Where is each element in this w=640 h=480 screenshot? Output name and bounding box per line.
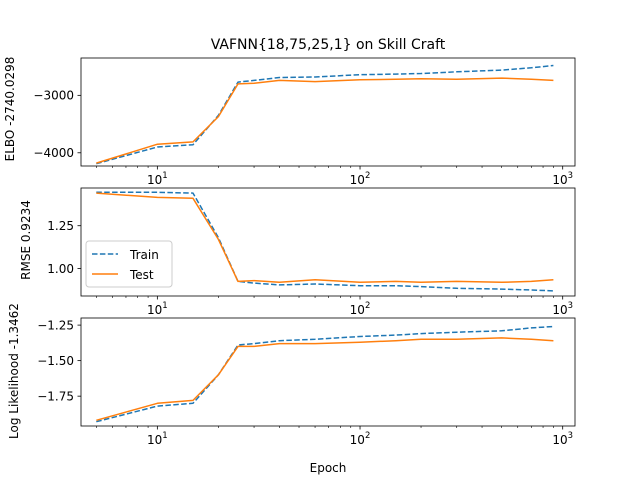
x-tick-exponent: 1 [162,301,167,311]
axes-top: 101 102 103−3000−4000 [33,57,576,187]
x-tick-base: 10 [350,303,365,317]
x-tick-label-top: 101 [147,171,168,187]
y-tick-label-middle: 1.00 [47,262,74,276]
chart-title: VAFNN{18,75,25,1} on Skill Craft [211,37,446,53]
ylabel-top: ELBO -2740.0298 [3,57,17,162]
x-tick-label-middle: 101 [147,301,168,317]
series-line-test-bottom [96,337,554,422]
y-tick-label-top: −4000 [33,146,74,160]
y-tick-label-bottom: −1.50 [37,354,74,368]
x-tick-label-bottom: 103 [552,431,573,447]
axes-frame-top [80,57,576,167]
x-tick-exponent: 3 [568,301,573,311]
legend-label-train: Train [129,248,159,262]
series-line-train-middle [96,191,554,292]
axes-bottom: 101 102 103−1.25−1.50−1.75 [37,317,576,447]
plot-area-middle [96,191,554,292]
x-tick-exponent: 1 [162,171,167,181]
x-tick-label-middle: 102 [350,301,371,317]
x-tick-base: 10 [552,433,567,447]
x-tick-label-middle: 103 [552,301,573,317]
x-tick-exponent: 1 [162,431,167,441]
x-tick-label-bottom: 101 [147,431,168,447]
x-tick-exponent: 2 [365,171,370,181]
panel-bottom: 101 102 103−1.25−1.50−1.75 Log Likelihood … [7,303,576,447]
x-tick-label-top: 103 [552,171,573,187]
x-tick-base: 10 [350,173,365,187]
x-tick-exponent: 3 [568,171,573,181]
x-tick-base: 10 [350,433,365,447]
series-line-test-middle [96,192,554,284]
y-tick-label-middle: 1.25 [47,219,74,233]
axes-frame-bottom [80,317,576,427]
xlabel: Epoch [310,461,347,475]
plot-area-bottom [96,325,554,423]
x-tick-label-bottom: 102 [350,431,371,447]
ylabel-bottom: Log Likelihood -1.3462 [7,303,21,439]
x-tick-exponent: 3 [568,431,573,441]
y-tick-label-bottom: −1.25 [37,318,74,332]
y-tick-label-bottom: −1.75 [37,389,74,403]
series-line-train-top [96,64,554,165]
x-tick-base: 10 [147,433,162,447]
legend-frame [85,240,173,288]
plot-area-top [96,64,554,165]
x-tick-exponent: 2 [365,301,370,311]
x-tick-label-top: 102 [350,171,371,187]
ylabel-middle: RMSE 0.9234 [19,200,33,280]
panel-top: 101 102 103−3000−4000 ELBO -2740.0298 [3,57,576,187]
legend-label-test: Test [129,268,154,282]
x-tick-base: 10 [147,173,162,187]
legend: Train Test [85,240,173,288]
x-tick-exponent: 2 [365,431,370,441]
series-line-train-bottom [96,325,554,423]
x-tick-base: 10 [552,173,567,187]
x-tick-base: 10 [147,303,162,317]
series-line-test-top [96,77,554,164]
x-tick-base: 10 [552,303,567,317]
y-tick-label-top: −3000 [33,89,74,103]
axes-frame-middle [80,187,576,297]
